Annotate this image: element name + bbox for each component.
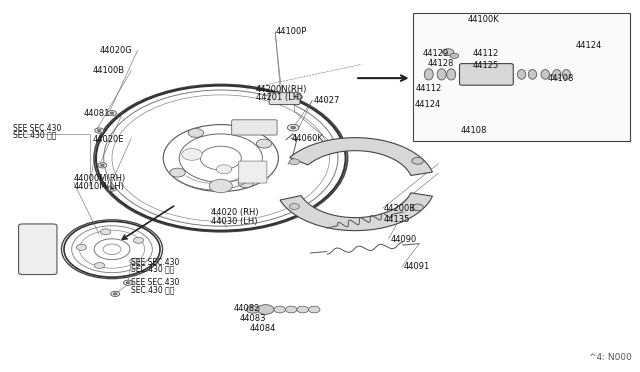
Text: SEE SEC.430: SEE SEC.430 — [131, 278, 180, 287]
Circle shape — [98, 163, 107, 168]
Circle shape — [94, 263, 104, 269]
Circle shape — [209, 179, 232, 193]
Circle shape — [297, 306, 308, 313]
Circle shape — [170, 168, 185, 177]
Circle shape — [110, 112, 114, 114]
Text: 44108: 44108 — [547, 74, 573, 83]
Text: 44090: 44090 — [390, 235, 417, 244]
Ellipse shape — [437, 69, 446, 80]
FancyBboxPatch shape — [460, 64, 513, 85]
Text: 44020 (RH): 44020 (RH) — [211, 208, 259, 217]
Bar — [413, 13, 630, 141]
FancyBboxPatch shape — [232, 120, 277, 135]
Circle shape — [134, 237, 144, 243]
Circle shape — [124, 280, 132, 285]
Circle shape — [412, 157, 424, 164]
Circle shape — [289, 203, 300, 209]
Circle shape — [97, 129, 101, 132]
Text: 44108: 44108 — [461, 126, 487, 135]
Text: SEC.430 参照: SEC.430 参照 — [131, 285, 175, 294]
Text: 44084: 44084 — [250, 324, 276, 333]
Circle shape — [100, 164, 104, 166]
Circle shape — [287, 124, 299, 131]
Circle shape — [182, 148, 202, 160]
Text: 44100P: 44100P — [275, 27, 307, 36]
Text: 44201 (LH): 44201 (LH) — [256, 93, 302, 102]
Circle shape — [257, 305, 274, 314]
Circle shape — [95, 128, 104, 133]
Text: ^4: N000: ^4: N000 — [589, 353, 632, 362]
Text: 44020G: 44020G — [99, 46, 132, 55]
Ellipse shape — [424, 69, 433, 80]
Text: 44125: 44125 — [472, 61, 499, 70]
Ellipse shape — [529, 70, 536, 79]
Text: 44200N(RH): 44200N(RH) — [256, 85, 307, 94]
Circle shape — [450, 53, 459, 58]
Circle shape — [285, 306, 297, 313]
Circle shape — [126, 282, 130, 284]
Text: SEC.430 参照: SEC.430 参照 — [131, 264, 175, 273]
Circle shape — [412, 204, 424, 211]
Text: 44200B: 44200B — [384, 204, 416, 213]
Ellipse shape — [563, 70, 571, 79]
FancyBboxPatch shape — [239, 161, 267, 183]
Text: SEE SEC.430: SEE SEC.430 — [131, 258, 180, 267]
Text: 44030 (LH): 44030 (LH) — [211, 217, 258, 226]
Circle shape — [291, 126, 296, 129]
Text: 44100K: 44100K — [467, 15, 499, 24]
Text: 44112: 44112 — [472, 49, 499, 58]
Circle shape — [110, 187, 114, 190]
FancyBboxPatch shape — [269, 93, 300, 105]
Polygon shape — [280, 193, 433, 231]
Circle shape — [295, 94, 303, 99]
Text: 44100B: 44100B — [93, 66, 125, 75]
Text: 44112: 44112 — [416, 84, 442, 93]
Text: 44124: 44124 — [576, 41, 602, 50]
Polygon shape — [290, 138, 433, 176]
Text: 44135: 44135 — [384, 215, 410, 224]
Text: 44000M(RH): 44000M(RH) — [74, 174, 126, 183]
Circle shape — [246, 306, 259, 313]
Circle shape — [274, 306, 285, 313]
Circle shape — [111, 291, 120, 296]
Ellipse shape — [518, 70, 526, 79]
FancyBboxPatch shape — [19, 224, 57, 275]
Text: 44124: 44124 — [415, 100, 441, 109]
Circle shape — [188, 128, 204, 137]
Ellipse shape — [553, 70, 561, 79]
Text: 44091: 44091 — [403, 262, 429, 271]
Text: 44010M(LH): 44010M(LH) — [74, 182, 125, 191]
Circle shape — [238, 179, 253, 188]
Circle shape — [100, 229, 111, 235]
Circle shape — [289, 159, 300, 165]
Circle shape — [308, 306, 320, 313]
Circle shape — [442, 49, 454, 55]
Text: 44081: 44081 — [83, 109, 109, 118]
Circle shape — [108, 110, 116, 116]
Circle shape — [130, 258, 140, 264]
Ellipse shape — [541, 70, 550, 79]
Text: 44027: 44027 — [314, 96, 340, 105]
Circle shape — [257, 139, 272, 148]
Circle shape — [76, 244, 86, 250]
Text: 44128: 44128 — [428, 60, 454, 68]
Text: 44020E: 44020E — [93, 135, 124, 144]
Text: 44082: 44082 — [234, 304, 260, 312]
Circle shape — [113, 293, 117, 295]
Text: 44060K: 44060K — [291, 134, 323, 143]
Circle shape — [108, 186, 116, 191]
Circle shape — [216, 165, 232, 174]
Text: SEC.430 参照: SEC.430 参照 — [13, 131, 56, 140]
Text: 44083: 44083 — [240, 314, 266, 323]
Text: 44129: 44129 — [422, 49, 449, 58]
Text: SEE SEC.430: SEE SEC.430 — [13, 124, 61, 133]
Ellipse shape — [447, 69, 456, 80]
